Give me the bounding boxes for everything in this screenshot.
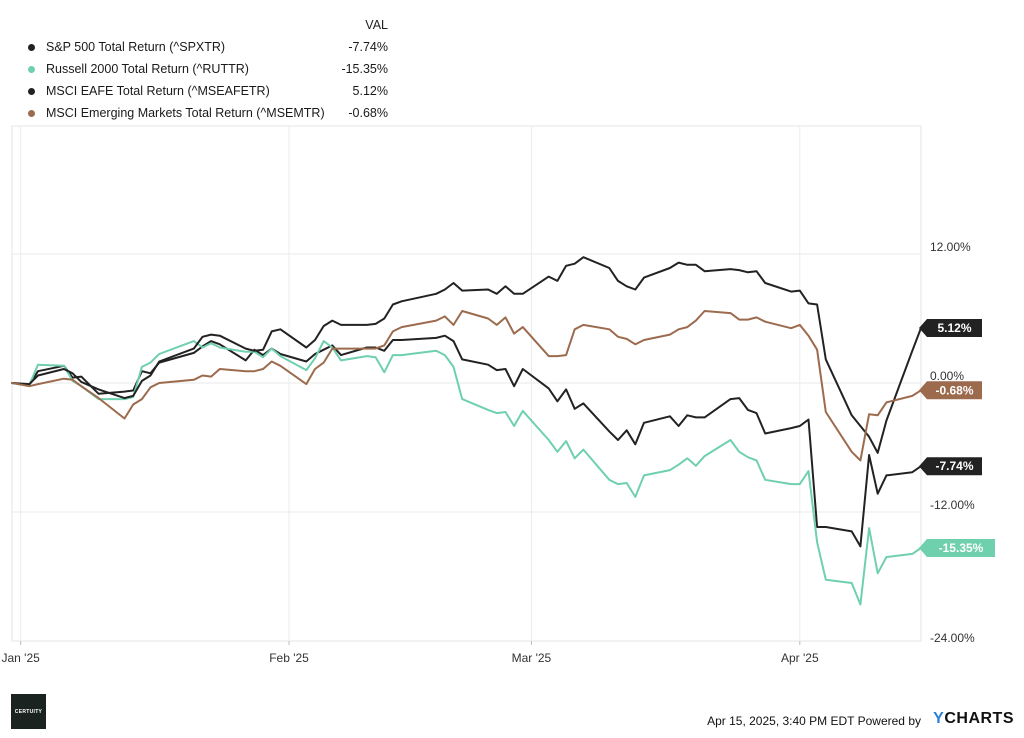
legend-item-name: Russell 2000 Total Return (^RUTTR): [46, 62, 249, 76]
legend-item[interactable]: MSCI EAFE Total Return (^MSEAFETR) 5.12%: [22, 80, 402, 102]
y-tick-label: -12.00%: [930, 498, 975, 512]
legend-value-header: VAL: [365, 18, 388, 32]
legend-item-value: -0.68%: [348, 106, 388, 120]
certuity-logo: CERTUITY: [11, 694, 46, 729]
series-layer: [11, 256, 922, 606]
end-value-text: -15.35%: [939, 541, 984, 555]
legend-item-value: -7.74%: [348, 40, 388, 54]
end-value-badge: [919, 539, 995, 558]
ycharts-logo-rest: CHARTS: [944, 710, 1014, 727]
legend-item-name: S&P 500 Total Return (^SPXTR): [46, 40, 226, 54]
x-tick-label: Feb '25: [269, 651, 309, 665]
end-value-badge: [919, 381, 982, 400]
x-tick-label: Jan '25: [1, 651, 40, 665]
legend-dot-icon: [28, 66, 35, 73]
legend-header: VAL: [22, 16, 402, 36]
end-value-badge: [919, 318, 982, 337]
y-tick-label: 0.00%: [930, 369, 964, 383]
certuity-logo-text: CERTUITY: [14, 708, 43, 715]
end-value-label: -0.68%: [919, 381, 982, 400]
series-line: [11, 310, 922, 462]
legend-item[interactable]: S&P 500 Total Return (^SPXTR) -7.74%: [22, 36, 402, 58]
legend-item[interactable]: Russell 2000 Total Return (^RUTTR) -15.3…: [22, 58, 402, 80]
footer-timestamp: Apr 15, 2025, 3:40 PM EDT Powered by: [707, 714, 921, 728]
legend-item-value: 5.12%: [352, 84, 388, 98]
series-line: [11, 256, 922, 454]
end-value-text: -0.68%: [935, 383, 973, 397]
grid-layer: [11, 125, 922, 642]
end-label-layer: -7.74% -15.35% 5.12% -0.68%: [919, 318, 995, 558]
end-value-label: 5.12%: [919, 318, 982, 337]
end-value-text: 5.12%: [937, 321, 971, 335]
x-tick-label: Apr '25: [781, 651, 819, 665]
y-tick-label: -24.00%: [930, 631, 975, 645]
series-line: [11, 334, 922, 548]
end-value-badge: [919, 457, 982, 476]
end-value-label: -7.74%: [919, 457, 982, 476]
legend-dot-icon: [28, 110, 35, 117]
legend-dot-icon: [28, 88, 35, 95]
legend-dot-icon: [28, 44, 35, 51]
y-tick-label: 12.00%: [930, 240, 971, 254]
axis-layer: 12.00% 0.00% -12.00% -24.00% Jan '25 Feb '25 M…: [1, 240, 975, 665]
end-value-text: -7.74%: [935, 459, 973, 473]
series-line: [11, 340, 922, 606]
ycharts-logo-y: Y: [933, 710, 945, 727]
end-value-label: -15.35%: [919, 539, 995, 558]
legend-item-name: MSCI Emerging Markets Total Return (^MSE…: [46, 106, 325, 120]
legend-item-value: -15.35%: [341, 62, 388, 76]
legend-item[interactable]: MSCI Emerging Markets Total Return (^MSE…: [22, 102, 402, 124]
x-tick-label: Mar '25: [512, 651, 552, 665]
legend-item-name: MSCI EAFE Total Return (^MSEAFETR): [46, 84, 270, 98]
legend: VAL S&P 500 Total Return (^SPXTR) -7.74%…: [22, 16, 402, 124]
ycharts-logo[interactable]: YCHARTS: [933, 710, 1014, 728]
